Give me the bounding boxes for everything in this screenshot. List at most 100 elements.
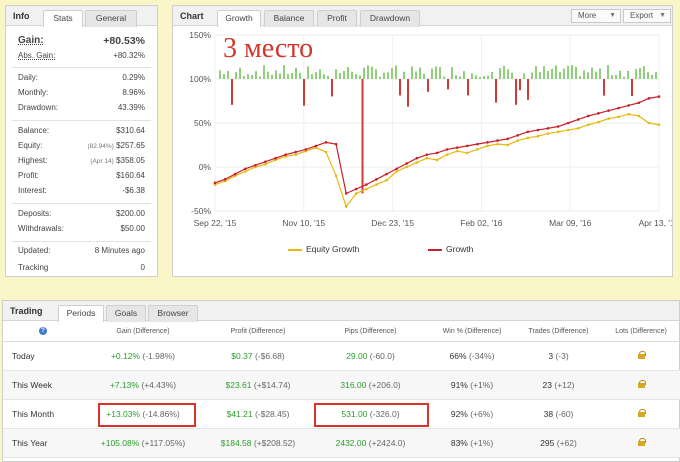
lock-icon[interactable]	[637, 379, 646, 388]
daily-gain-bar	[419, 67, 421, 79]
daily-gain-bar	[343, 71, 345, 79]
series-point	[425, 156, 429, 160]
daily-gain-bar	[559, 72, 561, 79]
daily-gain-bar	[595, 71, 597, 79]
trades-cell: 38 (-60)	[516, 399, 601, 429]
daily-gain-bar	[223, 74, 225, 79]
legend-growth-label: Growth	[446, 244, 474, 254]
tab-drawdown[interactable]: Drawdown	[360, 10, 420, 27]
lots-cell	[601, 341, 680, 371]
daily-gain-bar	[319, 69, 321, 79]
tab-stats[interactable]: Stats	[43, 10, 83, 27]
series-point	[455, 149, 459, 153]
series-point	[445, 153, 449, 156]
updated-row: Updated: 8 Minutes ago	[18, 246, 145, 258]
lock-icon[interactable]	[637, 408, 646, 417]
col-trades: Trades (Difference)	[516, 322, 601, 342]
series-point	[395, 170, 398, 173]
series-point	[486, 144, 489, 148]
series-point	[576, 118, 580, 121]
divider	[12, 241, 151, 242]
tab-goals[interactable]: Goals	[106, 305, 146, 322]
daily-gain-bar	[491, 72, 493, 79]
series-point	[476, 148, 479, 151]
trades-diff: (+62)	[556, 437, 577, 448]
daily-label: Daily:	[18, 73, 39, 82]
export-button[interactable]: Export ▼	[623, 9, 671, 23]
series-point	[435, 158, 439, 162]
daily-gain-bar	[339, 73, 341, 79]
daily-gain-bar	[359, 75, 361, 79]
series-point	[607, 117, 610, 120]
profit-label: Profit:	[18, 171, 39, 180]
series-point	[354, 187, 358, 191]
tab-browser[interactable]: Browser	[148, 305, 198, 322]
pips-diff: (-326.0)	[369, 408, 400, 419]
col-pips: Pips (Difference)	[313, 322, 428, 342]
daily-gain-bar	[619, 70, 621, 79]
pips-value: 316.00	[340, 379, 367, 390]
daily-gain-bar	[535, 66, 537, 79]
tab-balance[interactable]: Balance	[264, 10, 314, 27]
trades-value: 38	[543, 408, 554, 419]
series-point	[334, 142, 338, 146]
row-name: This Year	[3, 428, 83, 458]
series-point	[516, 139, 520, 142]
daily-gain-bar	[539, 71, 541, 79]
daily-loss-bar	[495, 79, 497, 103]
drawdown-label: Drawdown:	[18, 103, 59, 112]
help-icon[interactable]: ?	[39, 327, 47, 336]
win-cell: 91% (+1%)	[428, 370, 516, 400]
daily-gain-bar	[423, 73, 425, 79]
daily-gain-bar	[327, 75, 329, 79]
trades-cell: 23 (+12)	[516, 370, 601, 400]
y-tick-label: 50%	[194, 118, 211, 128]
gain-diff: (-14.86%)	[142, 408, 180, 419]
profit-diff: (-$6.68)	[254, 350, 285, 361]
tab-periods[interactable]: Periods	[58, 305, 104, 322]
series-point	[243, 167, 247, 171]
series-point	[324, 141, 328, 144]
interest-value: -$6.38	[122, 186, 145, 195]
profit-cell: $0.37 (-$6.68)	[203, 341, 313, 371]
win-diff: (+1%)	[470, 379, 494, 390]
daily-loss-bar	[447, 79, 449, 90]
deposits-row: Deposits: $200.00	[18, 209, 145, 221]
series-point	[597, 120, 600, 124]
daily-gain-bar	[503, 65, 505, 79]
tab-general[interactable]: General	[85, 10, 137, 27]
daily-value: 0.29%	[122, 73, 145, 82]
daily-gain-bar	[471, 73, 473, 79]
trading-panel: Trading Periods Goals Browser ? Gain (Di…	[2, 300, 680, 462]
daily-gain-bar	[387, 72, 389, 79]
win-value: 83%	[450, 437, 468, 448]
series-point	[657, 123, 661, 127]
daily-gain-bar	[615, 74, 617, 79]
tab-growth[interactable]: Growth	[217, 10, 261, 27]
gain-label: Gain:	[18, 35, 44, 46]
series-point	[344, 205, 348, 208]
daily-gain-bar	[655, 71, 657, 79]
help-header: ?	[3, 322, 83, 342]
x-tick-label: Sep 22, '15	[194, 218, 237, 228]
daily-gain-bar	[563, 68, 565, 79]
daily-gain-bar	[547, 71, 549, 79]
daily-gain-bar	[511, 72, 513, 79]
lock-icon[interactable]	[637, 350, 646, 359]
highest-label: Highest:	[18, 156, 48, 165]
series-point	[587, 123, 590, 127]
lock-icon[interactable]	[637, 437, 646, 446]
gain-diff: (+4.43%)	[141, 379, 177, 390]
daily-gain-bar	[271, 74, 273, 79]
tab-profit[interactable]: Profit	[317, 10, 357, 27]
daily-gain-bar	[383, 72, 385, 79]
balance-value: $310.64	[116, 126, 145, 135]
drawdown-row: Drawdown: 43.39%	[18, 103, 145, 115]
info-title: Info	[13, 11, 30, 21]
series-point	[576, 126, 580, 130]
daily-gain-bar	[287, 74, 289, 79]
more-button[interactable]: More ▼	[571, 9, 621, 23]
series-point	[637, 101, 641, 105]
profit-diff: (+$14.74)	[253, 379, 291, 390]
daily-gain-bar	[323, 74, 325, 79]
